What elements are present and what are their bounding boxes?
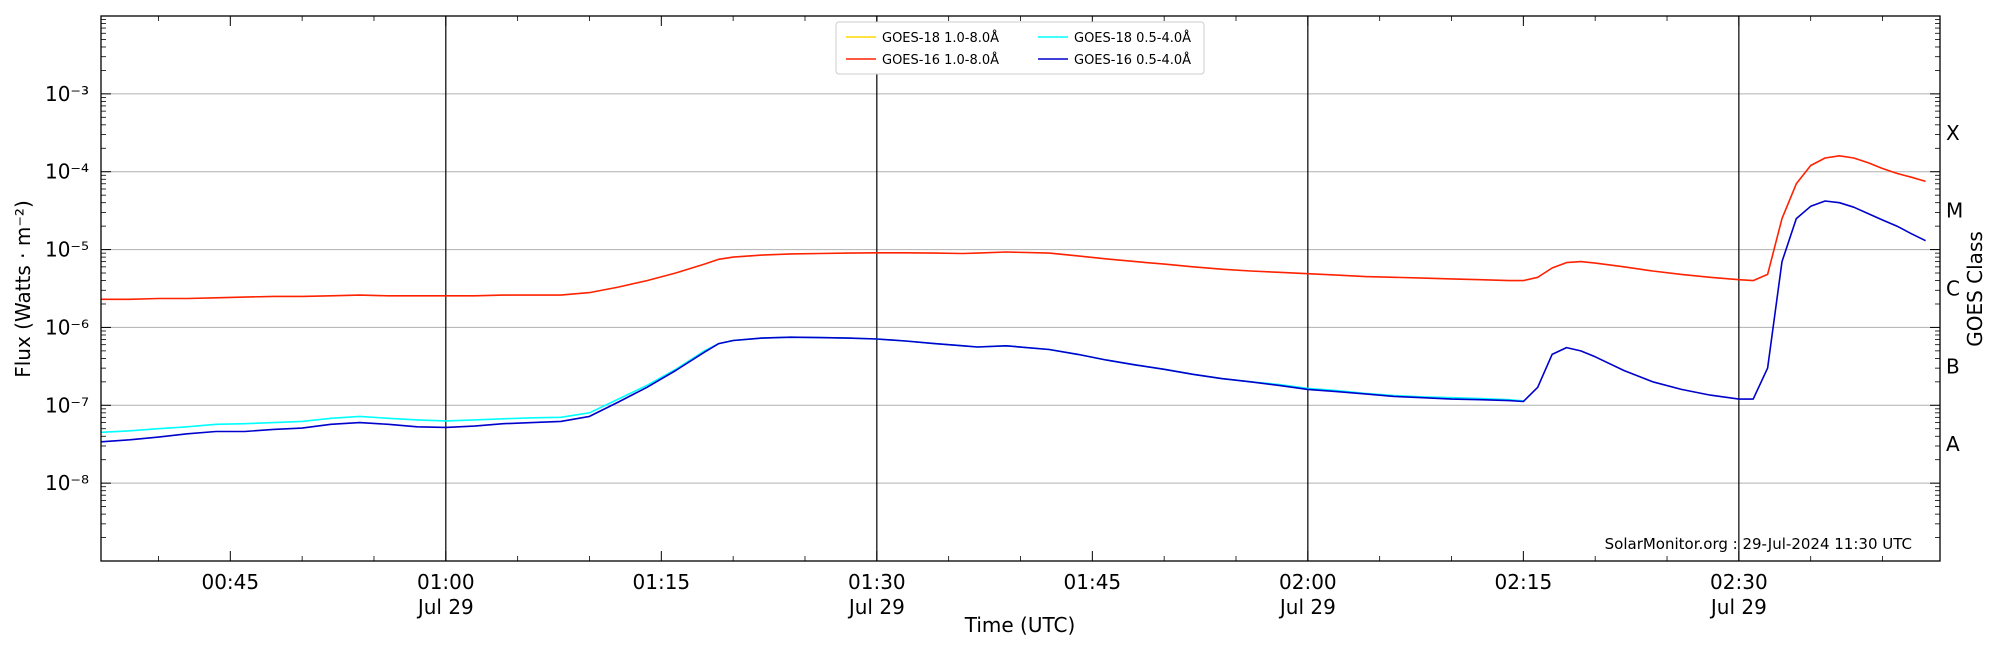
goes-class-m: M xyxy=(1946,199,1963,223)
x-tick-label: 01:00 xyxy=(417,570,475,594)
goes-class-c: C xyxy=(1946,277,1960,301)
goes-class-a: A xyxy=(1946,432,1960,456)
x-tick-date-label: Jul 29 xyxy=(847,595,905,619)
legend-label: GOES-18 1.0-8.0Å xyxy=(882,30,999,46)
x-tick-label: 01:15 xyxy=(633,570,691,594)
goes-class-b: B xyxy=(1946,354,1960,378)
legend: GOES-18 1.0-8.0Å GOES-16 1.0-8.0Å GOES-18 … xyxy=(835,21,1205,75)
y-axis-title: Flux (Watts · m⁻²) xyxy=(11,200,35,378)
y-axis-ticks: 10⁻⁸ 10⁻⁷ 10⁻⁶ 10⁻⁵ 10⁻⁴ 10⁻³ xyxy=(45,19,1940,538)
y-tick-label: 10⁻⁸ xyxy=(45,471,89,495)
x-tick-label: 02:00 xyxy=(1279,570,1337,594)
y-tick-label: 10⁻⁵ xyxy=(45,238,89,262)
x-tick-label: 00:45 xyxy=(201,570,259,594)
goes-class-x: X xyxy=(1946,121,1960,145)
y-tick-label: 10⁻⁷ xyxy=(45,393,89,417)
legend-label: GOES-16 1.0-8.0Å xyxy=(882,52,999,68)
x-tick-date-label: Jul 29 xyxy=(1278,595,1336,619)
x-tick-label: 02:30 xyxy=(1710,570,1768,594)
x-axis-title: Time (UTC) xyxy=(964,613,1076,637)
y-tick-label: 10⁻⁶ xyxy=(45,315,89,339)
y-tick-label: 10⁻³ xyxy=(45,82,89,106)
legend-label: GOES-18 0.5-4.0Å xyxy=(1074,30,1191,46)
day-marker-lines xyxy=(445,16,1740,561)
grid-lines xyxy=(101,93,1940,484)
x-tick-date-label: Jul 29 xyxy=(416,595,474,619)
x-tick-label: 01:30 xyxy=(848,570,906,594)
series-line-goes-16-0-5-4-0 xyxy=(100,200,1926,443)
x-tick-label: 02:15 xyxy=(1495,570,1553,594)
x-tick-date-label: Jul 29 xyxy=(1709,595,1767,619)
right-axis-title: GOES Class xyxy=(1963,231,1987,347)
y-tick-label: 10⁻⁴ xyxy=(45,160,89,184)
x-tick-label: 01:45 xyxy=(1064,570,1122,594)
credit-text: SolarMonitor.org : 29-Jul-2024 11:30 UTC xyxy=(1605,535,1912,553)
series-line-goes-16-1-0-8-0 xyxy=(101,155,1926,301)
goes-class-labels: A B C M X xyxy=(1946,121,1963,456)
legend-label: GOES-16 0.5-4.0Å xyxy=(1074,52,1191,68)
legend-box xyxy=(835,21,1205,75)
series-lines xyxy=(100,155,1926,443)
